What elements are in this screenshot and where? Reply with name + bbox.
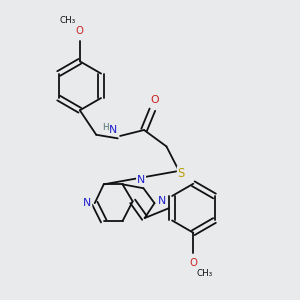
Text: O: O [189, 258, 197, 268]
Text: O: O [76, 26, 84, 37]
Text: N: N [137, 175, 145, 185]
Text: CH₃: CH₃ [197, 269, 213, 278]
Text: N: N [158, 196, 166, 206]
Text: O: O [151, 95, 159, 105]
Text: N: N [83, 198, 92, 208]
Text: S: S [178, 167, 185, 180]
Text: H: H [102, 122, 109, 131]
Text: N: N [109, 125, 117, 135]
Text: CH₃: CH₃ [60, 16, 76, 25]
